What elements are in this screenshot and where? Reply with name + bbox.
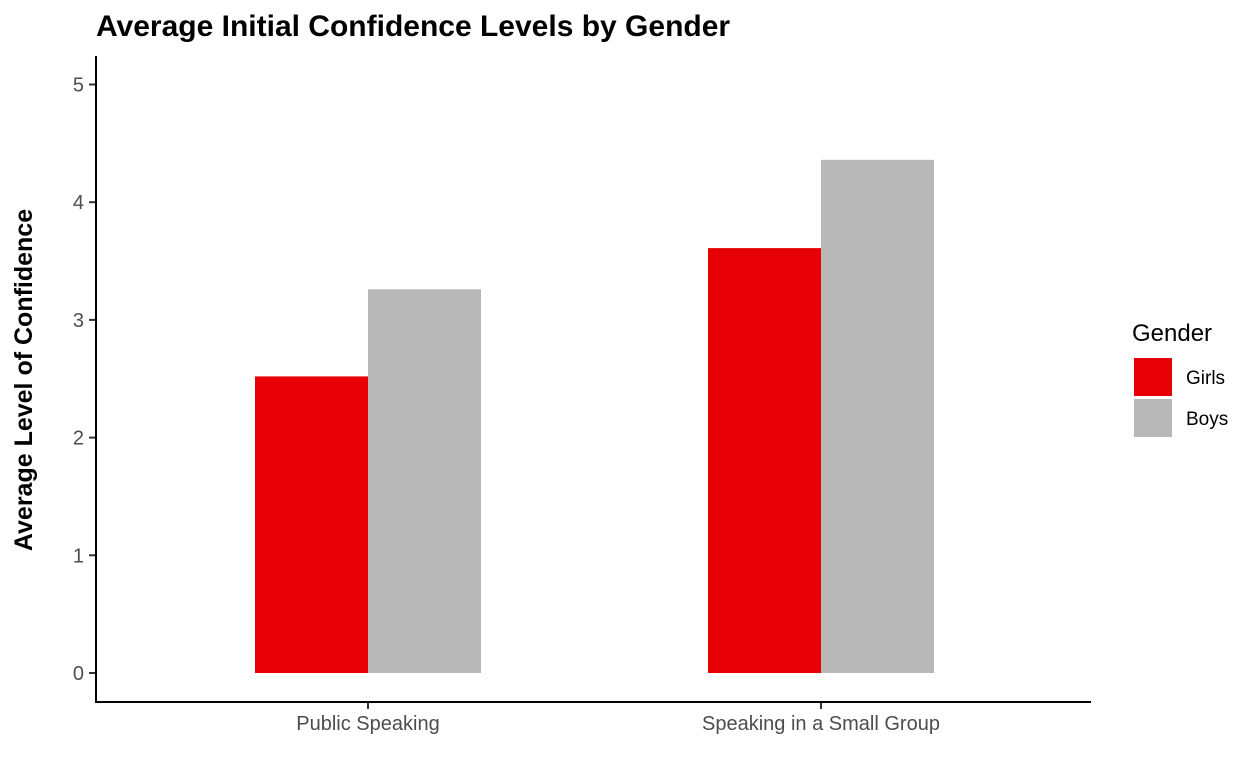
y-tick-label: 5 <box>73 75 84 97</box>
x-tick-label: Speaking in a Small Group <box>702 713 940 735</box>
bar-boys-1 <box>368 289 481 673</box>
legend-label-boys: Boys <box>1186 409 1228 430</box>
chart-title: Average Initial Confidence Levels by Gen… <box>96 10 730 43</box>
legend-label-girls: Girls <box>1186 368 1225 389</box>
y-tick-label: 0 <box>73 663 84 685</box>
y-tick-label: 4 <box>73 192 84 214</box>
y-tick-label: 1 <box>73 545 84 567</box>
legend-key-boys <box>1132 397 1174 439</box>
legend-key-girls <box>1132 356 1174 398</box>
legend-title: Gender <box>1132 320 1212 347</box>
plot-area: 0 1 2 3 4 5 Public Speaking Speaking in a Small… <box>73 75 940 736</box>
bar-girls-2 <box>708 248 821 673</box>
y-axis-title: Average Level of Confidence <box>10 209 38 551</box>
bar-girls-1 <box>255 376 368 673</box>
y-tick-label: 2 <box>73 428 84 450</box>
y-tick-label: 3 <box>73 310 84 332</box>
legend: Gender Girls Boys <box>1132 320 1228 439</box>
bar-boys-2 <box>821 159 934 673</box>
x-tick-label: Public Speaking <box>296 713 439 735</box>
